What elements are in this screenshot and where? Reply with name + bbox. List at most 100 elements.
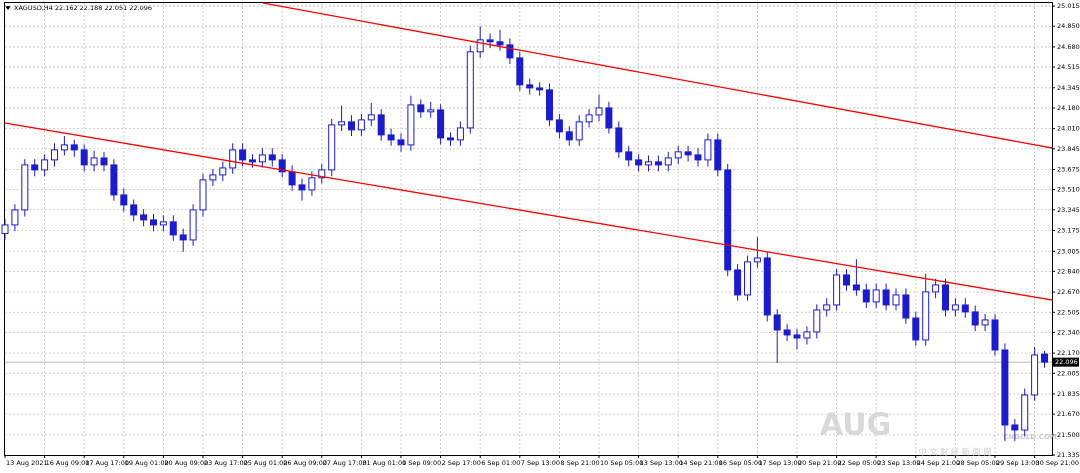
candle-body <box>526 84 534 89</box>
candle-body <box>318 169 326 179</box>
candle-body <box>298 184 306 191</box>
candle-body <box>833 274 841 306</box>
candle-body <box>348 121 355 131</box>
watermark: CNGOLD.COM <box>1003 433 1057 441</box>
candle-body <box>466 51 474 129</box>
candle-body <box>328 124 336 171</box>
price-label-box <box>1053 357 1079 367</box>
y-tick-label: 21.335 <box>1057 451 1080 459</box>
x-tick-label: 8 Sep 21:00 <box>560 459 599 467</box>
watermark: 中 文 财 经 新 闻 网 <box>919 447 992 457</box>
candle-body <box>654 161 662 166</box>
candle-body <box>150 219 157 226</box>
candle-body <box>585 114 593 123</box>
candle-body <box>397 139 405 146</box>
candle-body <box>219 167 227 176</box>
candle-body <box>773 314 781 331</box>
candle-body <box>427 109 435 113</box>
candle-body <box>209 174 217 181</box>
candle-body <box>674 151 682 159</box>
candle-body <box>239 149 247 161</box>
candle-body <box>625 151 633 161</box>
candle-body <box>852 284 860 291</box>
candle-body <box>664 157 672 166</box>
x-tick-label: 20 Sep 21:00 <box>798 459 841 467</box>
candle-body <box>456 127 464 141</box>
x-tick-label: 14 Sep 21:00 <box>679 459 722 467</box>
y-tick-label: 21.670 <box>1057 410 1080 418</box>
candle-body <box>70 144 78 151</box>
y-tick-label: 22.505 <box>1057 308 1080 316</box>
x-tick-label: 13 Sep 13:00 <box>640 459 683 467</box>
y-tick-label: 23.510 <box>1057 186 1080 194</box>
candle-body <box>724 169 732 271</box>
trend-line <box>4 122 1053 301</box>
candle-body <box>110 164 118 196</box>
y-tick-label: 22.340 <box>1057 328 1080 336</box>
candle-body <box>100 157 108 166</box>
candle-body <box>793 334 801 339</box>
y-tick-label: 24.850 <box>1057 22 1080 30</box>
y-tick-label: 22.170 <box>1057 349 1080 357</box>
candle-body <box>120 194 128 206</box>
candle-body <box>486 39 494 43</box>
candle-body <box>714 139 722 171</box>
candle-body <box>744 261 751 296</box>
candle-body <box>476 39 484 53</box>
candle-body <box>912 317 920 341</box>
candle-body <box>892 294 900 306</box>
candle-body <box>1041 353 1048 363</box>
candle-body <box>635 159 643 166</box>
candle-body <box>734 269 742 296</box>
candle-body <box>645 161 652 166</box>
candle-body <box>387 134 395 141</box>
candle-body <box>249 159 256 163</box>
candle-body <box>932 284 940 293</box>
candle-body <box>753 257 761 263</box>
candle-body <box>90 157 98 166</box>
y-tick-label: 23.005 <box>1057 247 1080 255</box>
x-tick-label: 6 Sep 01:00 <box>481 459 520 467</box>
x-tick-label: 16 Aug 09:00 <box>46 459 90 467</box>
y-tick-label: 24.010 <box>1057 125 1080 133</box>
candle-body <box>555 119 563 133</box>
candle-body <box>357 119 365 131</box>
candle-body <box>377 114 385 136</box>
candle-body <box>278 159 286 173</box>
y-tick-label: 22.670 <box>1057 288 1080 296</box>
candle-body <box>803 331 811 339</box>
x-tick-label: 29 Sep 13:00 <box>996 459 1039 467</box>
candle-body <box>922 291 930 341</box>
x-tick-label: 16 Sep 05:00 <box>719 459 762 467</box>
x-tick-label: 1 Sep 09:00 <box>402 459 441 467</box>
y-tick-label: 21.500 <box>1057 431 1080 439</box>
y-tick-label: 21.835 <box>1057 390 1080 398</box>
candle-body <box>140 214 148 221</box>
x-tick-label: 27 Aug 17:00 <box>323 459 367 467</box>
x-tick-label: 28 Sep 05:00 <box>956 459 999 467</box>
candle-body <box>437 109 445 139</box>
candle-body <box>862 289 870 303</box>
candle-body <box>308 177 316 191</box>
candle-body <box>684 151 692 156</box>
candle-body <box>51 149 58 161</box>
candle-body <box>21 164 29 211</box>
candle-body <box>763 257 771 316</box>
candle-body <box>1001 349 1009 426</box>
trend-line <box>262 2 1053 149</box>
candle-body <box>951 304 959 311</box>
x-tick-label: 19 Aug 01:00 <box>125 459 169 467</box>
x-tick-label: 7 Sep 13:00 <box>521 459 560 467</box>
x-tick-label: 23 Sep 13:00 <box>877 459 920 467</box>
y-tick-label: 23.675 <box>1057 166 1080 174</box>
candle-body <box>268 154 276 161</box>
candle-body <box>704 139 712 161</box>
candle-body <box>31 164 39 171</box>
candle-body <box>60 144 68 151</box>
x-tick-label: 25 Aug 01:00 <box>244 459 288 467</box>
x-tick-label: 17 Sep 13:00 <box>758 459 801 467</box>
y-tick-label: 22.005 <box>1057 369 1080 377</box>
candle-body <box>496 41 504 46</box>
